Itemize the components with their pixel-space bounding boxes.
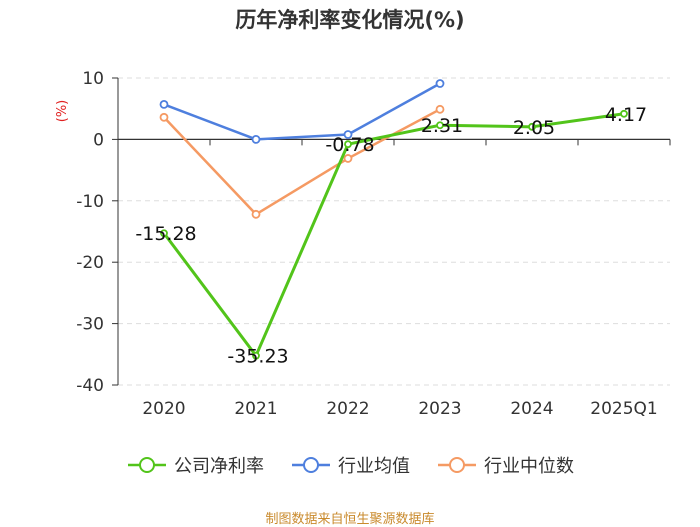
- data-point: [251, 134, 261, 144]
- series-line: [163, 108, 441, 216]
- x-tick-label: 2022: [326, 399, 369, 419]
- data-point: [252, 351, 260, 360]
- data-label: 4.17: [605, 104, 647, 126]
- data-point: [159, 112, 169, 122]
- legend-item: 行业均值: [290, 452, 410, 478]
- source-note: 制图数据来自恒生聚源数据库: [265, 512, 435, 527]
- data-point: [435, 79, 445, 88]
- legend-swatch-icon: [128, 457, 166, 473]
- data-point: [435, 104, 445, 114]
- y-tick-label: 0: [93, 130, 104, 150]
- y-axis-label: (%): [55, 100, 70, 123]
- legend-item: 公司净利率: [126, 452, 264, 478]
- y-tick-label: -40: [76, 376, 104, 396]
- legend-swatch-icon: [438, 457, 476, 473]
- legend-label: 行业中位数: [484, 456, 574, 477]
- series-line: [162, 112, 625, 358]
- data-point: [343, 130, 353, 139]
- y-tick-label: -30: [76, 315, 104, 335]
- legend-label: 公司净利率: [174, 456, 264, 477]
- x-tick-label: 2024: [510, 399, 553, 419]
- data-label: -0.78: [325, 134, 374, 156]
- data-point: [159, 100, 169, 109]
- x-tick-label: 2020: [142, 399, 185, 419]
- legend-swatch-marker: [449, 457, 465, 473]
- legend: 公司净利率 行业均值 行业中位数: [0, 452, 700, 478]
- data-point: [620, 109, 628, 118]
- x-tick-label: 2021: [234, 399, 277, 419]
- y-tick-label: -20: [76, 253, 104, 273]
- y-tick-label: -10: [76, 192, 104, 212]
- data-point: [344, 140, 352, 149]
- data-point: [160, 229, 168, 238]
- legend-swatch-icon: [292, 457, 330, 473]
- data-label: 2.31: [421, 115, 463, 137]
- data-point: [436, 121, 444, 130]
- x-tick-label: 2023: [418, 399, 461, 419]
- data-label: 2.05: [513, 117, 555, 139]
- data-label: -15.28: [135, 223, 196, 245]
- data-label: -35.23: [227, 346, 288, 368]
- legend-item: 行业中位数: [436, 452, 574, 478]
- legend-swatch-marker: [139, 457, 155, 473]
- data-point: [528, 122, 536, 131]
- data-point: [343, 154, 353, 163]
- series-line: [163, 82, 441, 141]
- legend-label: 行业均值: [338, 456, 410, 477]
- x-tick-label: 2025Q1: [590, 399, 657, 419]
- chart-title: 历年净利率变化情况(%): [235, 8, 465, 32]
- y-tick-label: 10: [82, 69, 104, 89]
- legend-swatch-marker: [303, 457, 319, 473]
- data-point: [251, 209, 261, 219]
